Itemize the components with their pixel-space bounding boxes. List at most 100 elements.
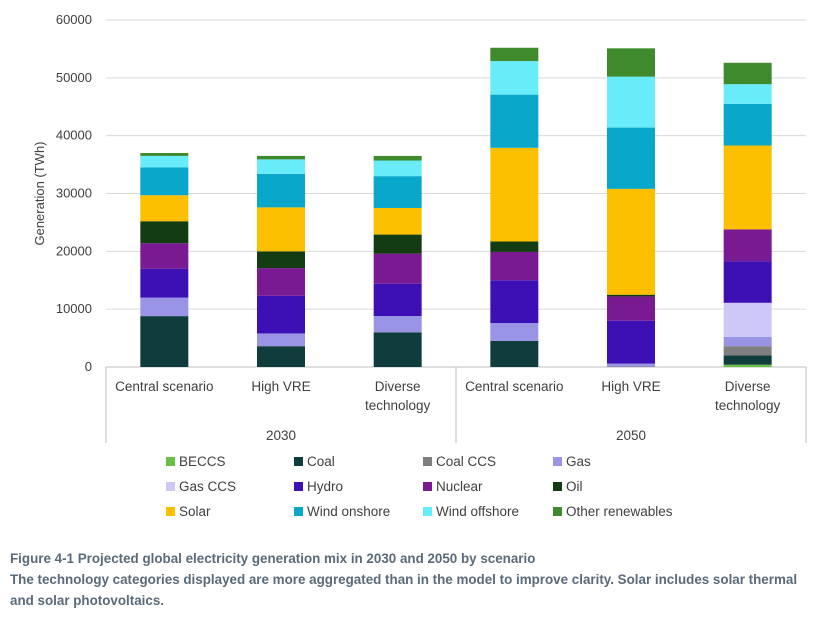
bar-segment-other-renewables <box>723 62 772 85</box>
bar-segment-oil <box>490 241 539 252</box>
bar-segment-coal <box>257 346 305 367</box>
bar-segment-gas <box>607 363 655 367</box>
legend-label: Wind onshore <box>307 504 390 519</box>
legend-label: BECCS <box>179 454 226 469</box>
bar-segment-coal <box>373 332 422 367</box>
y-tick-label: 50000 <box>56 70 92 85</box>
bar-segment-solar <box>257 207 305 252</box>
bar-segment-hydro <box>257 295 305 334</box>
legend-label: Coal <box>307 454 335 469</box>
legend-label: Gas <box>566 454 591 469</box>
bar-segment-oil <box>607 294 655 297</box>
y-axis-label: Generation (TWh) <box>32 141 47 245</box>
bar-segment-wind-offshore <box>607 76 655 128</box>
y-tick-label: 40000 <box>56 128 92 143</box>
bar-segment-nuclear <box>607 296 655 321</box>
bar-segment-wind-offshore <box>257 159 305 174</box>
bar-segment-gas <box>490 323 539 341</box>
bar-segment-nuclear <box>140 243 189 269</box>
bar-segment-wind-onshore <box>140 167 189 196</box>
x-category-label: Diverse <box>725 379 771 394</box>
bar-segment-oil <box>373 234 422 254</box>
bar-segment-other-renewables <box>140 153 189 156</box>
x-category-label: High VRE <box>251 379 310 394</box>
bar-segment-solar <box>723 145 772 230</box>
y-tick-label: 10000 <box>56 301 92 316</box>
bar-segment-gas <box>373 316 422 333</box>
bar-segment-other-renewables <box>490 47 539 62</box>
bar-segment-wind-onshore <box>257 173 305 208</box>
legend-swatch <box>294 507 303 516</box>
legend-label: Gas CCS <box>179 479 236 494</box>
bar-segment-wind-onshore <box>607 127 655 189</box>
legend-swatch <box>423 507 432 516</box>
legend-swatch <box>166 457 175 466</box>
bar-segment-hydro <box>373 283 422 317</box>
legend-swatch <box>423 482 432 491</box>
bar-segment-hydro <box>607 320 655 364</box>
bar-segment-beccs <box>723 364 772 367</box>
bar-segment-other-renewables <box>257 155 305 160</box>
y-tick-label: 0 <box>85 359 92 374</box>
legend-swatch <box>294 482 303 491</box>
bar-segment-coal-ccs <box>607 366 655 367</box>
legend-swatch <box>166 507 175 516</box>
bar-segment-wind-offshore <box>373 160 422 177</box>
x-category-label: technology <box>715 398 781 413</box>
x-group-label: 2030 <box>266 428 296 443</box>
bar-segment-solar <box>373 207 422 235</box>
x-category-label: Diverse <box>375 379 421 394</box>
bar-segment-hydro <box>490 280 539 324</box>
y-tick-label: 30000 <box>56 186 92 201</box>
bar-segment-wind-onshore <box>490 94 539 148</box>
bar-segment-wind-offshore <box>490 61 539 95</box>
bar-segment-gas <box>257 333 305 347</box>
bar-segment-nuclear <box>490 251 539 281</box>
x-category-label: Central scenario <box>465 379 563 394</box>
bar-segment-gas <box>723 336 772 347</box>
x-group-label: 2050 <box>616 428 646 443</box>
bar-segment-other-renewables <box>373 155 422 161</box>
legend-swatch <box>423 457 432 466</box>
bar-segment-solar <box>607 188 655 295</box>
bar-segment-coal <box>140 316 189 367</box>
bar-segment-nuclear <box>257 268 305 296</box>
bar-segment-solar <box>140 195 189 222</box>
legend-swatch <box>553 482 562 491</box>
bar-segment-other-renewables <box>607 48 655 77</box>
caption-description: The technology categories displayed are … <box>10 572 798 608</box>
bar-segment-gas <box>140 297 189 317</box>
bar-segment-gas-ccs <box>723 302 772 337</box>
bar-segment-wind-onshore <box>373 176 422 208</box>
legend-label: Other renewables <box>566 504 673 519</box>
legend-swatch <box>294 457 303 466</box>
bar-segment-wind-offshore <box>140 155 189 168</box>
bar-segment-hydro <box>140 268 189 298</box>
bar-segment-coal <box>490 340 539 367</box>
x-category-label: High VRE <box>601 379 660 394</box>
bar-segment-coal <box>723 355 772 365</box>
legend-swatch <box>166 482 175 491</box>
figure-caption: Figure 4-1 Projected global electricity … <box>10 548 823 611</box>
legend-swatch <box>553 457 562 466</box>
bar-segment-wind-onshore <box>723 103 772 146</box>
legend-label: Oil <box>566 479 583 494</box>
legend-swatch <box>553 507 562 516</box>
chart-area: 0 10000 20000 30000 40000 50000 60000 Generatio… <box>32 12 807 519</box>
legend-label: Hydro <box>307 479 343 494</box>
bar-segment-hydro <box>723 261 772 303</box>
stacked-bar-chart: 0 10000 20000 30000 40000 50000 60000 Generatio… <box>32 12 807 519</box>
x-category-label: technology <box>365 398 431 413</box>
bar-segment-coal-ccs <box>723 346 772 356</box>
bar-segment-nuclear <box>373 253 422 284</box>
legend-label: Coal CCS <box>436 454 496 469</box>
legend-label: Solar <box>179 504 211 519</box>
x-category-label: Central scenario <box>115 379 213 394</box>
legend-label: Nuclear <box>436 479 483 494</box>
caption-title: Figure 4-1 Projected global electricity … <box>10 551 536 566</box>
y-tick-label: 20000 <box>56 243 92 258</box>
bar-segment-nuclear <box>723 229 772 262</box>
bar-segment-oil <box>140 221 189 244</box>
bar-segment-wind-offshore <box>723 84 772 104</box>
bar-segment-solar <box>490 147 539 242</box>
